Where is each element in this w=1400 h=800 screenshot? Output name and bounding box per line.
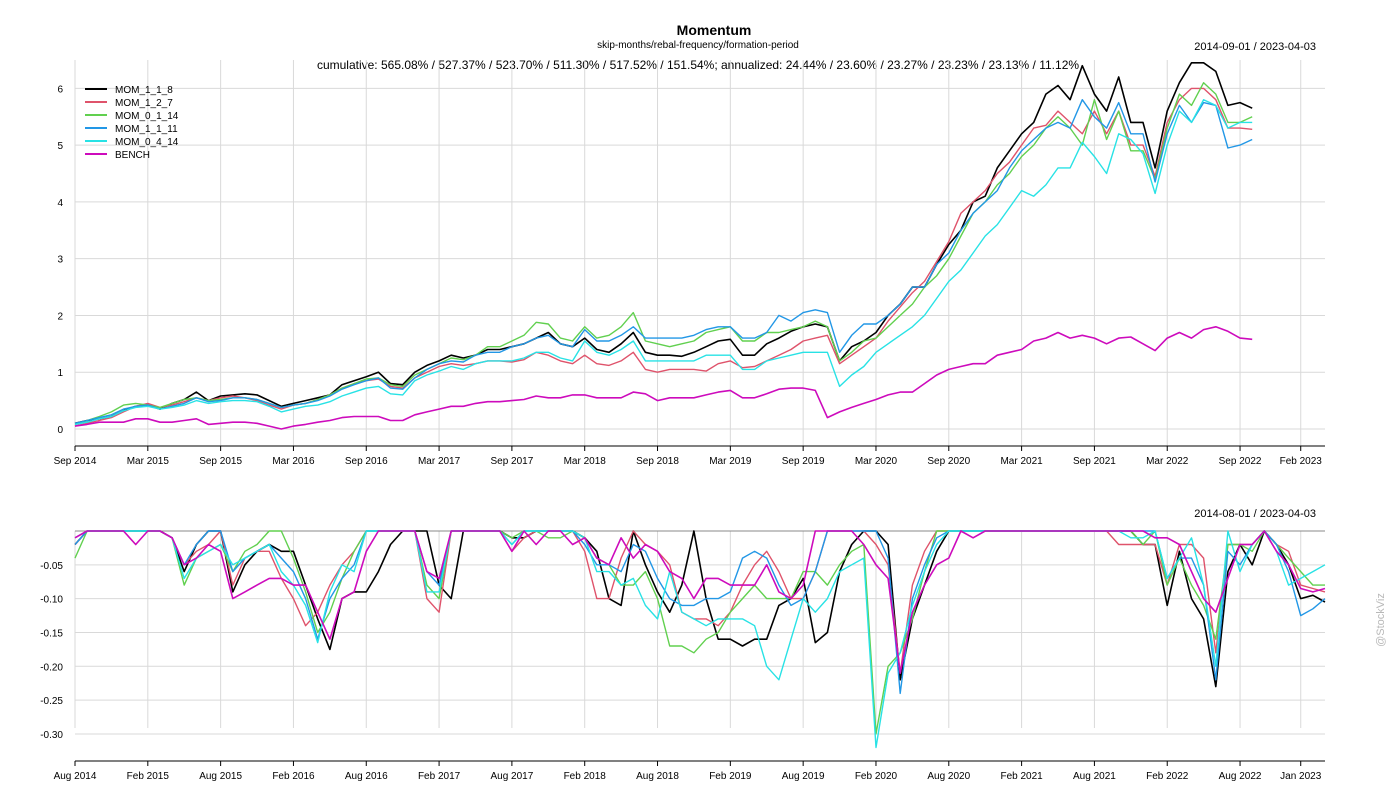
- x-tick-label: Sep 2014: [54, 456, 97, 467]
- y-tick-label: 3: [57, 255, 63, 266]
- x-tick-label: Feb 2020: [855, 771, 898, 782]
- x-tick-label: Mar 2017: [418, 456, 461, 467]
- x-tick-label: Mar 2018: [564, 456, 607, 467]
- legend-label-mom-1-2-7: MOM_1_2_7: [115, 98, 173, 109]
- x-tick-label: Aug 2022: [1219, 771, 1262, 782]
- top-x-axis: Sep 2014 Mar 2015 Sep 2015 Mar 2016 Sep 2016…: [54, 445, 1325, 467]
- watermark: @StockViz: [1375, 593, 1387, 647]
- bottom-y-axis: -0.05 -0.10 -0.15 -0.20 -0.25 -0.30: [40, 561, 63, 741]
- y-tick-label: -0.05: [40, 561, 63, 572]
- chart-title: Momentum: [677, 22, 752, 38]
- series-line-mom-1-1-11: [74, 98, 1253, 424]
- y-tick-label: -0.30: [40, 730, 63, 741]
- legend-label-mom-0-1-14: MOM_0_1_14: [115, 111, 179, 122]
- x-tick-label: Mar 2021: [1000, 456, 1043, 467]
- bottom-series-lines: [74, 530, 1326, 749]
- series-line-mom-1-1-11: [74, 530, 1326, 695]
- x-tick-label: Sep 2017: [490, 456, 533, 467]
- x-tick-label: Feb 2017: [418, 771, 461, 782]
- x-tick-label: Feb 2021: [1000, 771, 1043, 782]
- top-series-lines: [74, 61, 1253, 430]
- series-line-bench: [74, 325, 1253, 430]
- y-tick-label: 1: [57, 368, 63, 379]
- top-date-range: 2014-09-01 / 2023-04-03: [1194, 41, 1316, 53]
- series-line-mom-1-2-7: [74, 87, 1253, 427]
- chart-subtitle: skip-months/rebal-frequency/formation-pe…: [597, 40, 799, 51]
- bottom-grid: [74, 530, 1325, 735]
- series-line-mom-1-1-8: [74, 61, 1253, 425]
- x-tick-label: Sep 2018: [636, 456, 679, 467]
- x-tick-label: Feb 2015: [127, 771, 170, 782]
- series-line-mom-1-2-7: [74, 530, 1326, 674]
- y-tick-label: -0.15: [40, 628, 63, 639]
- x-tick-label: Feb 2016: [272, 771, 315, 782]
- x-tick-label: Aug 2020: [927, 771, 970, 782]
- y-tick-label: 0: [57, 425, 63, 436]
- x-tick-label: Feb 2019: [709, 771, 752, 782]
- x-tick-label: Aug 2014: [54, 771, 97, 782]
- series-line-mom-0-4-14: [74, 98, 1253, 426]
- series-line-mom-1-1-8: [74, 530, 1326, 688]
- x-tick-label: Aug 2017: [490, 771, 533, 782]
- bottom-date-range: 2014-08-01 / 2023-04-03: [1194, 508, 1316, 520]
- top-y-axis: 0 1 2 3 4 5 6: [57, 84, 63, 436]
- cumulative-returns-panel: Sep 2014 Mar 2015 Sep 2015 Mar 2016 Sep 2016…: [54, 60, 1325, 467]
- x-tick-label: Mar 2020: [855, 456, 898, 467]
- y-tick-label: 6: [57, 84, 63, 95]
- legend-label-mom-1-1-11: MOM_1_1_11: [115, 124, 178, 135]
- x-tick-label: Aug 2016: [345, 771, 388, 782]
- x-tick-label: Feb 2023: [1280, 456, 1323, 467]
- x-tick-label: Mar 2022: [1146, 456, 1189, 467]
- x-tick-label: Feb 2018: [564, 771, 607, 782]
- bottom-x-axis: Aug 2014 Feb 2015 Aug 2015 Feb 2016 Aug 2016…: [54, 760, 1325, 782]
- x-tick-label: Mar 2015: [127, 456, 170, 467]
- x-tick-label: Sep 2019: [782, 456, 825, 467]
- x-tick-label: Feb 2022: [1146, 771, 1189, 782]
- x-tick-label: Aug 2015: [199, 771, 242, 782]
- performance-summary: cumulative: 565.08% / 527.37% / 523.70% …: [317, 58, 1079, 72]
- x-tick-label: Sep 2021: [1073, 456, 1116, 467]
- top-grid: [74, 60, 1325, 446]
- legend-label-mom-0-4-14: MOM_0_4_14: [115, 137, 179, 148]
- y-tick-label: -0.25: [40, 696, 63, 707]
- x-tick-label: Sep 2015: [199, 456, 242, 467]
- x-tick-label: Aug 2019: [782, 771, 825, 782]
- legend: MOM_1_1_8 MOM_1_2_7 MOM_0_1_14 MOM_1_1_11 MO…: [85, 85, 179, 161]
- x-tick-label: Sep 2020: [927, 456, 970, 467]
- y-tick-label: -0.20: [40, 662, 63, 673]
- x-tick-label: Sep 2022: [1219, 456, 1262, 467]
- y-tick-label: 5: [57, 141, 63, 152]
- x-tick-label: Mar 2019: [709, 456, 752, 467]
- x-tick-label: Jan 2023: [1280, 771, 1322, 782]
- drawdown-panel: Aug 2014 Feb 2015 Aug 2015 Feb 2016 Aug 2016…: [40, 530, 1326, 782]
- legend-label-mom-1-1-8: MOM_1_1_8: [115, 85, 173, 96]
- y-tick-label: -0.10: [40, 595, 63, 606]
- x-tick-label: Aug 2018: [636, 771, 679, 782]
- y-tick-label: 2: [57, 311, 63, 322]
- legend-label-bench: BENCH: [115, 150, 150, 161]
- series-line-mom-0-1-14: [74, 81, 1253, 426]
- x-tick-label: Sep 2016: [345, 456, 388, 467]
- series-line-bench: [74, 530, 1326, 674]
- x-tick-label: Aug 2021: [1073, 771, 1116, 782]
- y-tick-label: 4: [57, 198, 63, 209]
- x-tick-label: Mar 2016: [272, 456, 315, 467]
